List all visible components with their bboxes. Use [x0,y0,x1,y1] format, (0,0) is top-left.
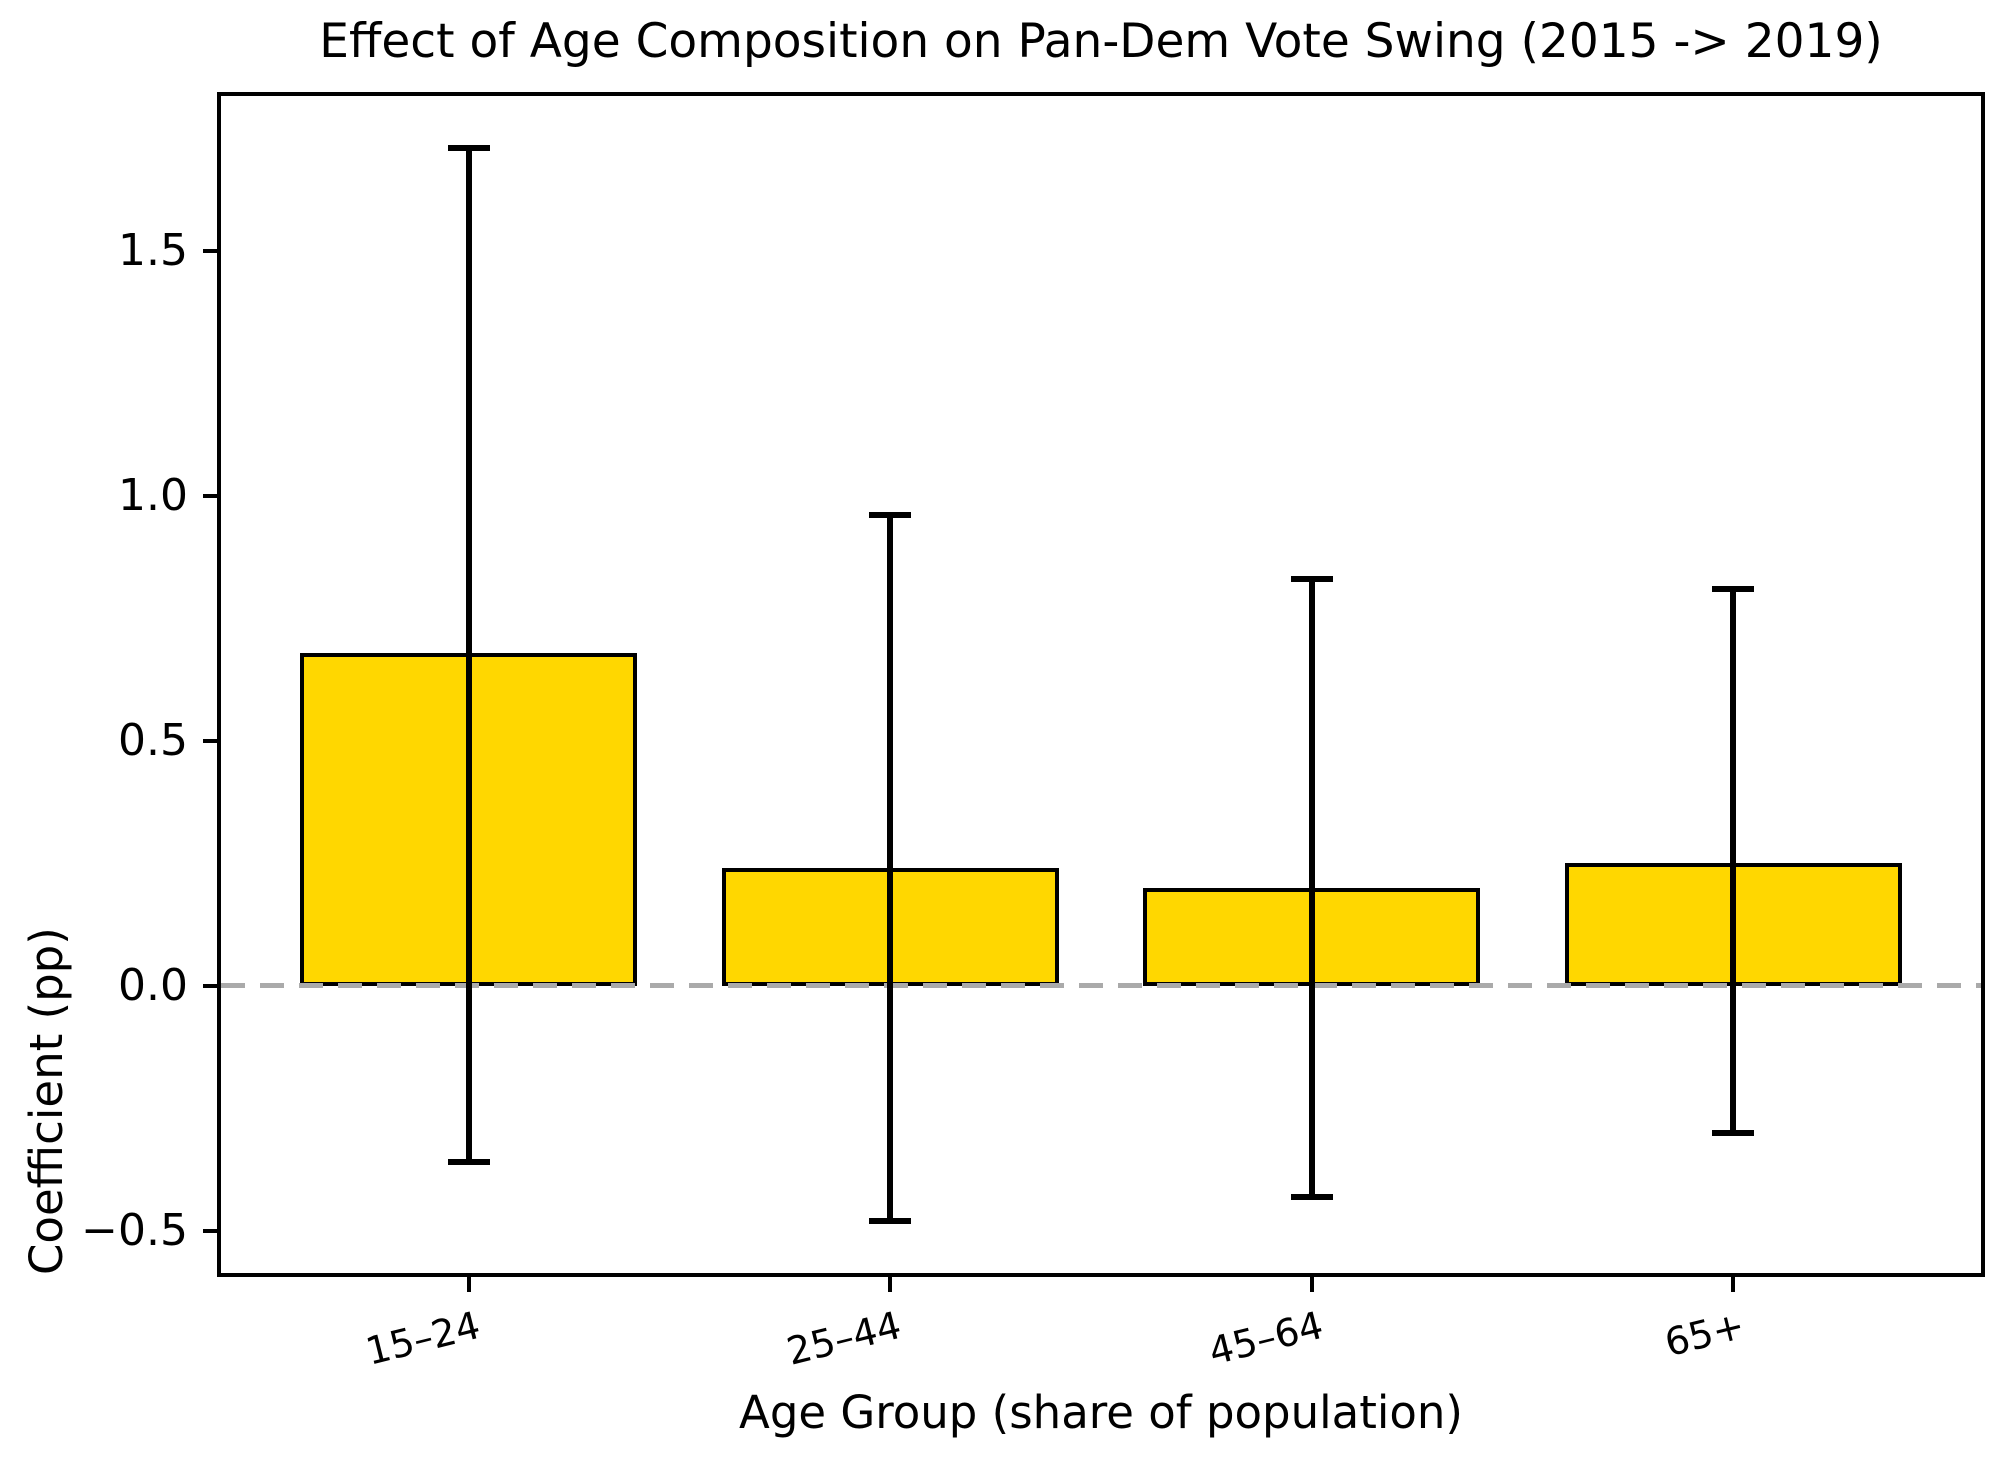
y-tick-mark [203,493,217,498]
y-tick-mark [203,738,217,743]
error-bar-line [1730,588,1736,1133]
x-tick-label: 45–64 [1204,1303,1328,1374]
error-bar-line [1308,579,1315,1197]
error-bar-line [887,515,893,1222]
x-tick-label: 25–44 [782,1303,906,1374]
y-tick-mark [203,248,217,253]
y-tick-label: 1.0 [118,469,188,521]
y-tick-mark [203,1228,217,1233]
x-tick-mark [888,1277,892,1292]
y-tick-label: 0.0 [118,959,188,1011]
error-bar-cap-bottom [1290,1193,1333,1200]
zero-reference-line [221,983,1981,989]
x-tick-mark [466,1277,471,1292]
error-bar-cap-top [1290,576,1333,583]
x-tick-label: 65+ [1660,1303,1749,1366]
y-tick-label: 0.5 [118,714,188,766]
x-tick-mark [1309,1277,1314,1292]
y-tick-label: 1.5 [118,224,188,276]
error-bar-cap-top [869,512,911,519]
error-bar-cap-top [1712,585,1754,592]
x-axis-label: Age Group (share of population) [739,1386,1463,1439]
error-bar-line [465,147,472,1163]
error-bar-cap-bottom [447,1159,490,1166]
x-tick-mark [1731,1277,1735,1292]
y-tick-mark [203,983,217,988]
y-tick-label: −0.5 [81,1204,188,1256]
chart-title: Effect of Age Composition on Pan-Dem Vot… [319,14,1883,69]
x-tick-label: 15–24 [361,1303,485,1374]
error-bar-cap-bottom [1712,1129,1754,1136]
error-bar-cap-top [447,144,490,151]
error-bar-cap-bottom [869,1218,911,1225]
